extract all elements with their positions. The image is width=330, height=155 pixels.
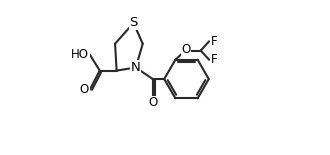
Text: O: O [182,43,191,56]
Text: N: N [131,61,141,74]
Text: O: O [148,96,157,109]
Text: HO: HO [71,48,89,61]
Text: S: S [129,16,138,29]
Text: O: O [80,83,89,96]
Text: F: F [211,53,217,66]
Text: F: F [211,35,217,48]
